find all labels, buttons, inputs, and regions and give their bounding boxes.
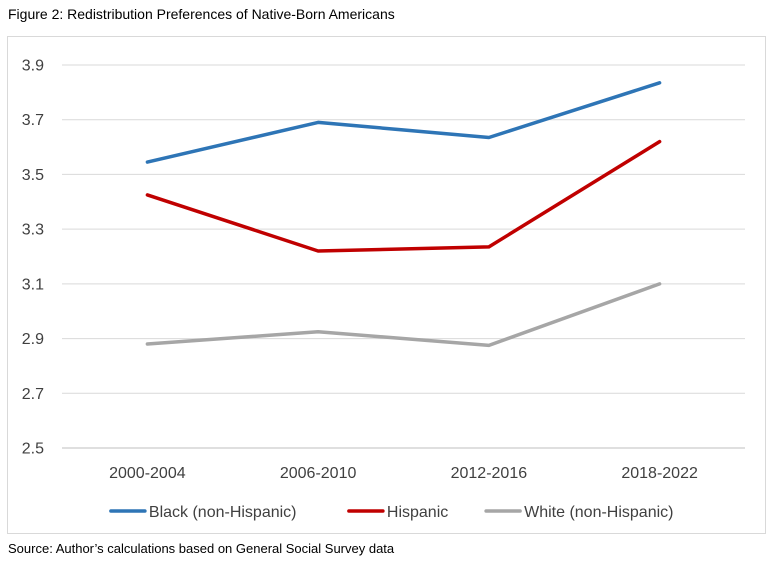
x-tick-label: 2018-2022 — [621, 465, 698, 482]
y-tick-label: 2.9 — [22, 331, 44, 348]
y-tick-label: 3.9 — [22, 58, 44, 75]
y-axis-ticks: 2.5 2.7 2.9 3.1 3.3 3.5 3.7 3.9 — [22, 58, 44, 458]
y-tick-label: 3.1 — [22, 276, 44, 293]
legend: Black (non-Hispanic) Hispanic White (non-H… — [109, 504, 673, 521]
x-axis-ticks: 2000-2004 2006-2010 2012-2016 2018-2022 — [109, 465, 698, 482]
x-tick-label: 2012-2016 — [451, 465, 528, 482]
y-tick-label: 3.3 — [22, 222, 44, 239]
x-tick-label: 2006-2010 — [280, 465, 357, 482]
y-tick-label: 2.5 — [22, 441, 44, 458]
figure-title: Figure 2: Redistribution Preferences of … — [8, 6, 395, 22]
chart-frame — [7, 36, 766, 534]
y-tick-label: 3.7 — [22, 112, 44, 129]
y-tick-label: 2.7 — [22, 386, 44, 403]
gridlines — [62, 64, 745, 449]
source-note: Source: Author’s calculations based on G… — [8, 541, 395, 556]
series-lines — [145, 81, 662, 348]
legend-label: Black (non-Hispanic) — [149, 504, 297, 521]
series-line-white-non-hispanic — [145, 282, 662, 348]
series-line-black-non-hispanic — [145, 81, 662, 164]
legend-label: Hispanic — [387, 504, 448, 521]
x-tick-label: 2000-2004 — [109, 465, 186, 482]
series-line-hispanic — [145, 139, 662, 253]
y-tick-label: 3.5 — [22, 167, 44, 184]
legend-label: White (non-Hispanic) — [524, 504, 673, 521]
